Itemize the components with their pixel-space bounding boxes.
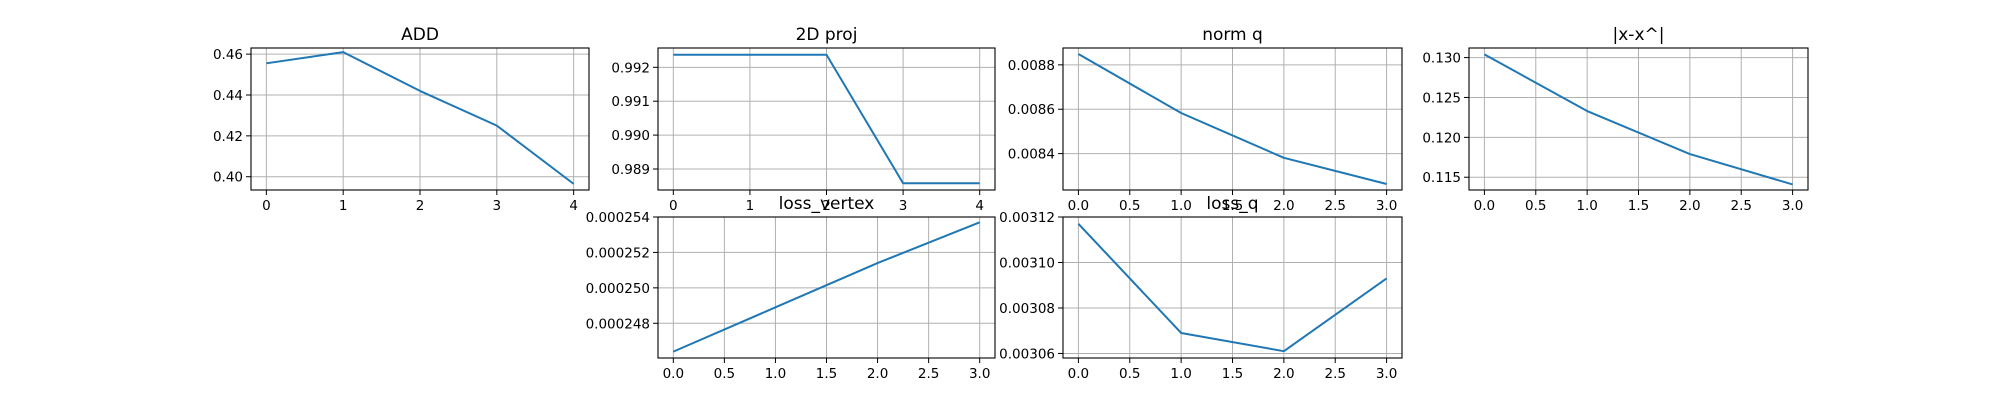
- x-tick-label: 0: [262, 198, 271, 214]
- y-tick-label: 0.42: [213, 129, 243, 145]
- x-tick-label: 1.5: [1628, 198, 1649, 214]
- series-line: [1483, 53, 1793, 186]
- y-tick-label: 0.00312: [999, 210, 1055, 226]
- x-tick-label: 0.5: [1119, 198, 1140, 214]
- x-tick-label: 2.0: [867, 366, 888, 382]
- subplot-3: 0.0 0.5 1.0 1.5 2.0 2.5 3.0 0.0084 0.0086 0.0088 n…: [1008, 25, 1403, 214]
- subplot-6: 0.0 0.5 1.0 1.5 2.0 2.5 3.0 0.00306 0.00308 0.003…: [999, 194, 1403, 382]
- y-tick-label: 0.000252: [586, 245, 650, 261]
- x-tick-label: 0.0: [1068, 198, 1089, 214]
- chart-title: norm q: [1202, 25, 1263, 45]
- y-tick-label: 0.46: [213, 47, 243, 63]
- x-tick-label: 3.0: [1376, 366, 1397, 382]
- x-tick-label: 1.0: [1576, 198, 1597, 214]
- series-line: [672, 221, 981, 353]
- x-tick-label: 4: [975, 198, 984, 214]
- y-tick-label: 0.000248: [586, 316, 650, 332]
- y-tick-label: 0.990: [611, 128, 650, 144]
- chart-title: loss_vertex: [779, 194, 875, 214]
- y-tick-label: 0.000250: [586, 281, 650, 297]
- x-tick-label: 4: [569, 198, 578, 214]
- chart-title: loss_q: [1206, 194, 1258, 214]
- x-tick-label: 2.5: [1324, 366, 1345, 382]
- y-tick-label: 0.44: [213, 88, 243, 104]
- x-tick-label: 1.0: [1170, 198, 1191, 214]
- subplot-4: 0.0 0.5 1.0 1.5 2.0 2.5 3.0 0.115 0.120 0.125 0.13…: [1422, 25, 1809, 214]
- x-tick-label: 2.5: [1730, 198, 1751, 214]
- y-tick-label: 0.00308: [999, 301, 1055, 317]
- x-tick-label: 3.0: [1376, 198, 1397, 214]
- x-tick-label: 1: [339, 198, 348, 214]
- y-tick-label: 0.991: [611, 94, 650, 110]
- y-tick-label: 0.00306: [999, 346, 1055, 362]
- chart-title: ADD: [401, 25, 439, 45]
- x-tick-label: 2.5: [1324, 198, 1345, 214]
- chart-title: 2D proj: [796, 25, 858, 45]
- x-tick-label: 0.5: [1525, 198, 1546, 214]
- series-line: [1077, 53, 1387, 185]
- series-line: [266, 51, 575, 185]
- subplot-1: 0 1 2 3 4 0.40 0.42 0.44 0.46 ADD: [213, 25, 590, 214]
- x-tick-label: 3.0: [969, 366, 990, 382]
- subplot-5: 0.0 0.5 1.0 1.5 2.0 2.5 3.0 0.000248 0.000250 0.0…: [586, 194, 996, 382]
- chart-title: |x-x^|: [1613, 25, 1665, 45]
- x-tick-label: 2.0: [1679, 198, 1700, 214]
- y-tick-label: 0.0084: [1008, 147, 1055, 163]
- x-tick-label: 3: [493, 198, 502, 214]
- y-tick-label: 0.120: [1422, 130, 1461, 146]
- x-tick-label: 0.5: [1119, 366, 1140, 382]
- x-tick-label: 3: [899, 198, 908, 214]
- series-line: [673, 53, 980, 185]
- x-tick-label: 1.5: [1222, 366, 1243, 382]
- y-tick-label: 0.40: [213, 170, 243, 186]
- x-tick-label: 3.0: [1782, 198, 1803, 214]
- x-tick-label: 1.5: [816, 366, 837, 382]
- x-tick-label: 0: [669, 198, 678, 214]
- x-tick-label: 0.0: [1068, 366, 1089, 382]
- x-tick-label: 0.0: [1474, 198, 1495, 214]
- y-tick-label: 0.992: [611, 60, 650, 76]
- x-tick-label: 2.0: [1273, 198, 1294, 214]
- y-tick-label: 0.125: [1422, 90, 1461, 106]
- x-tick-label: 2: [822, 198, 831, 214]
- x-tick-label: 1: [746, 198, 755, 214]
- y-tick-label: 0.115: [1422, 170, 1461, 186]
- y-tick-label: 0.989: [611, 162, 650, 178]
- y-tick-label: 0.0088: [1008, 58, 1055, 74]
- subplot-2: 0 1 2 3 4 0.989 0.990 0.991 0.992 2D proj: [611, 25, 996, 214]
- x-tick-label: 0.0: [663, 366, 684, 382]
- x-tick-label: 0.5: [714, 366, 735, 382]
- x-tick-label: 2.0: [1273, 366, 1294, 382]
- x-tick-label: 1.0: [1170, 366, 1191, 382]
- x-tick-label: 2.5: [918, 366, 939, 382]
- y-tick-label: 0.00310: [999, 255, 1055, 271]
- x-tick-label: 2: [416, 198, 425, 214]
- y-tick-label: 0.000254: [586, 210, 650, 226]
- y-tick-label: 0.130: [1422, 51, 1461, 67]
- y-tick-label: 0.0086: [1008, 102, 1055, 118]
- x-tick-label: 1.5: [1222, 198, 1243, 214]
- x-tick-label: 1.0: [765, 366, 786, 382]
- series-line: [1077, 223, 1388, 353]
